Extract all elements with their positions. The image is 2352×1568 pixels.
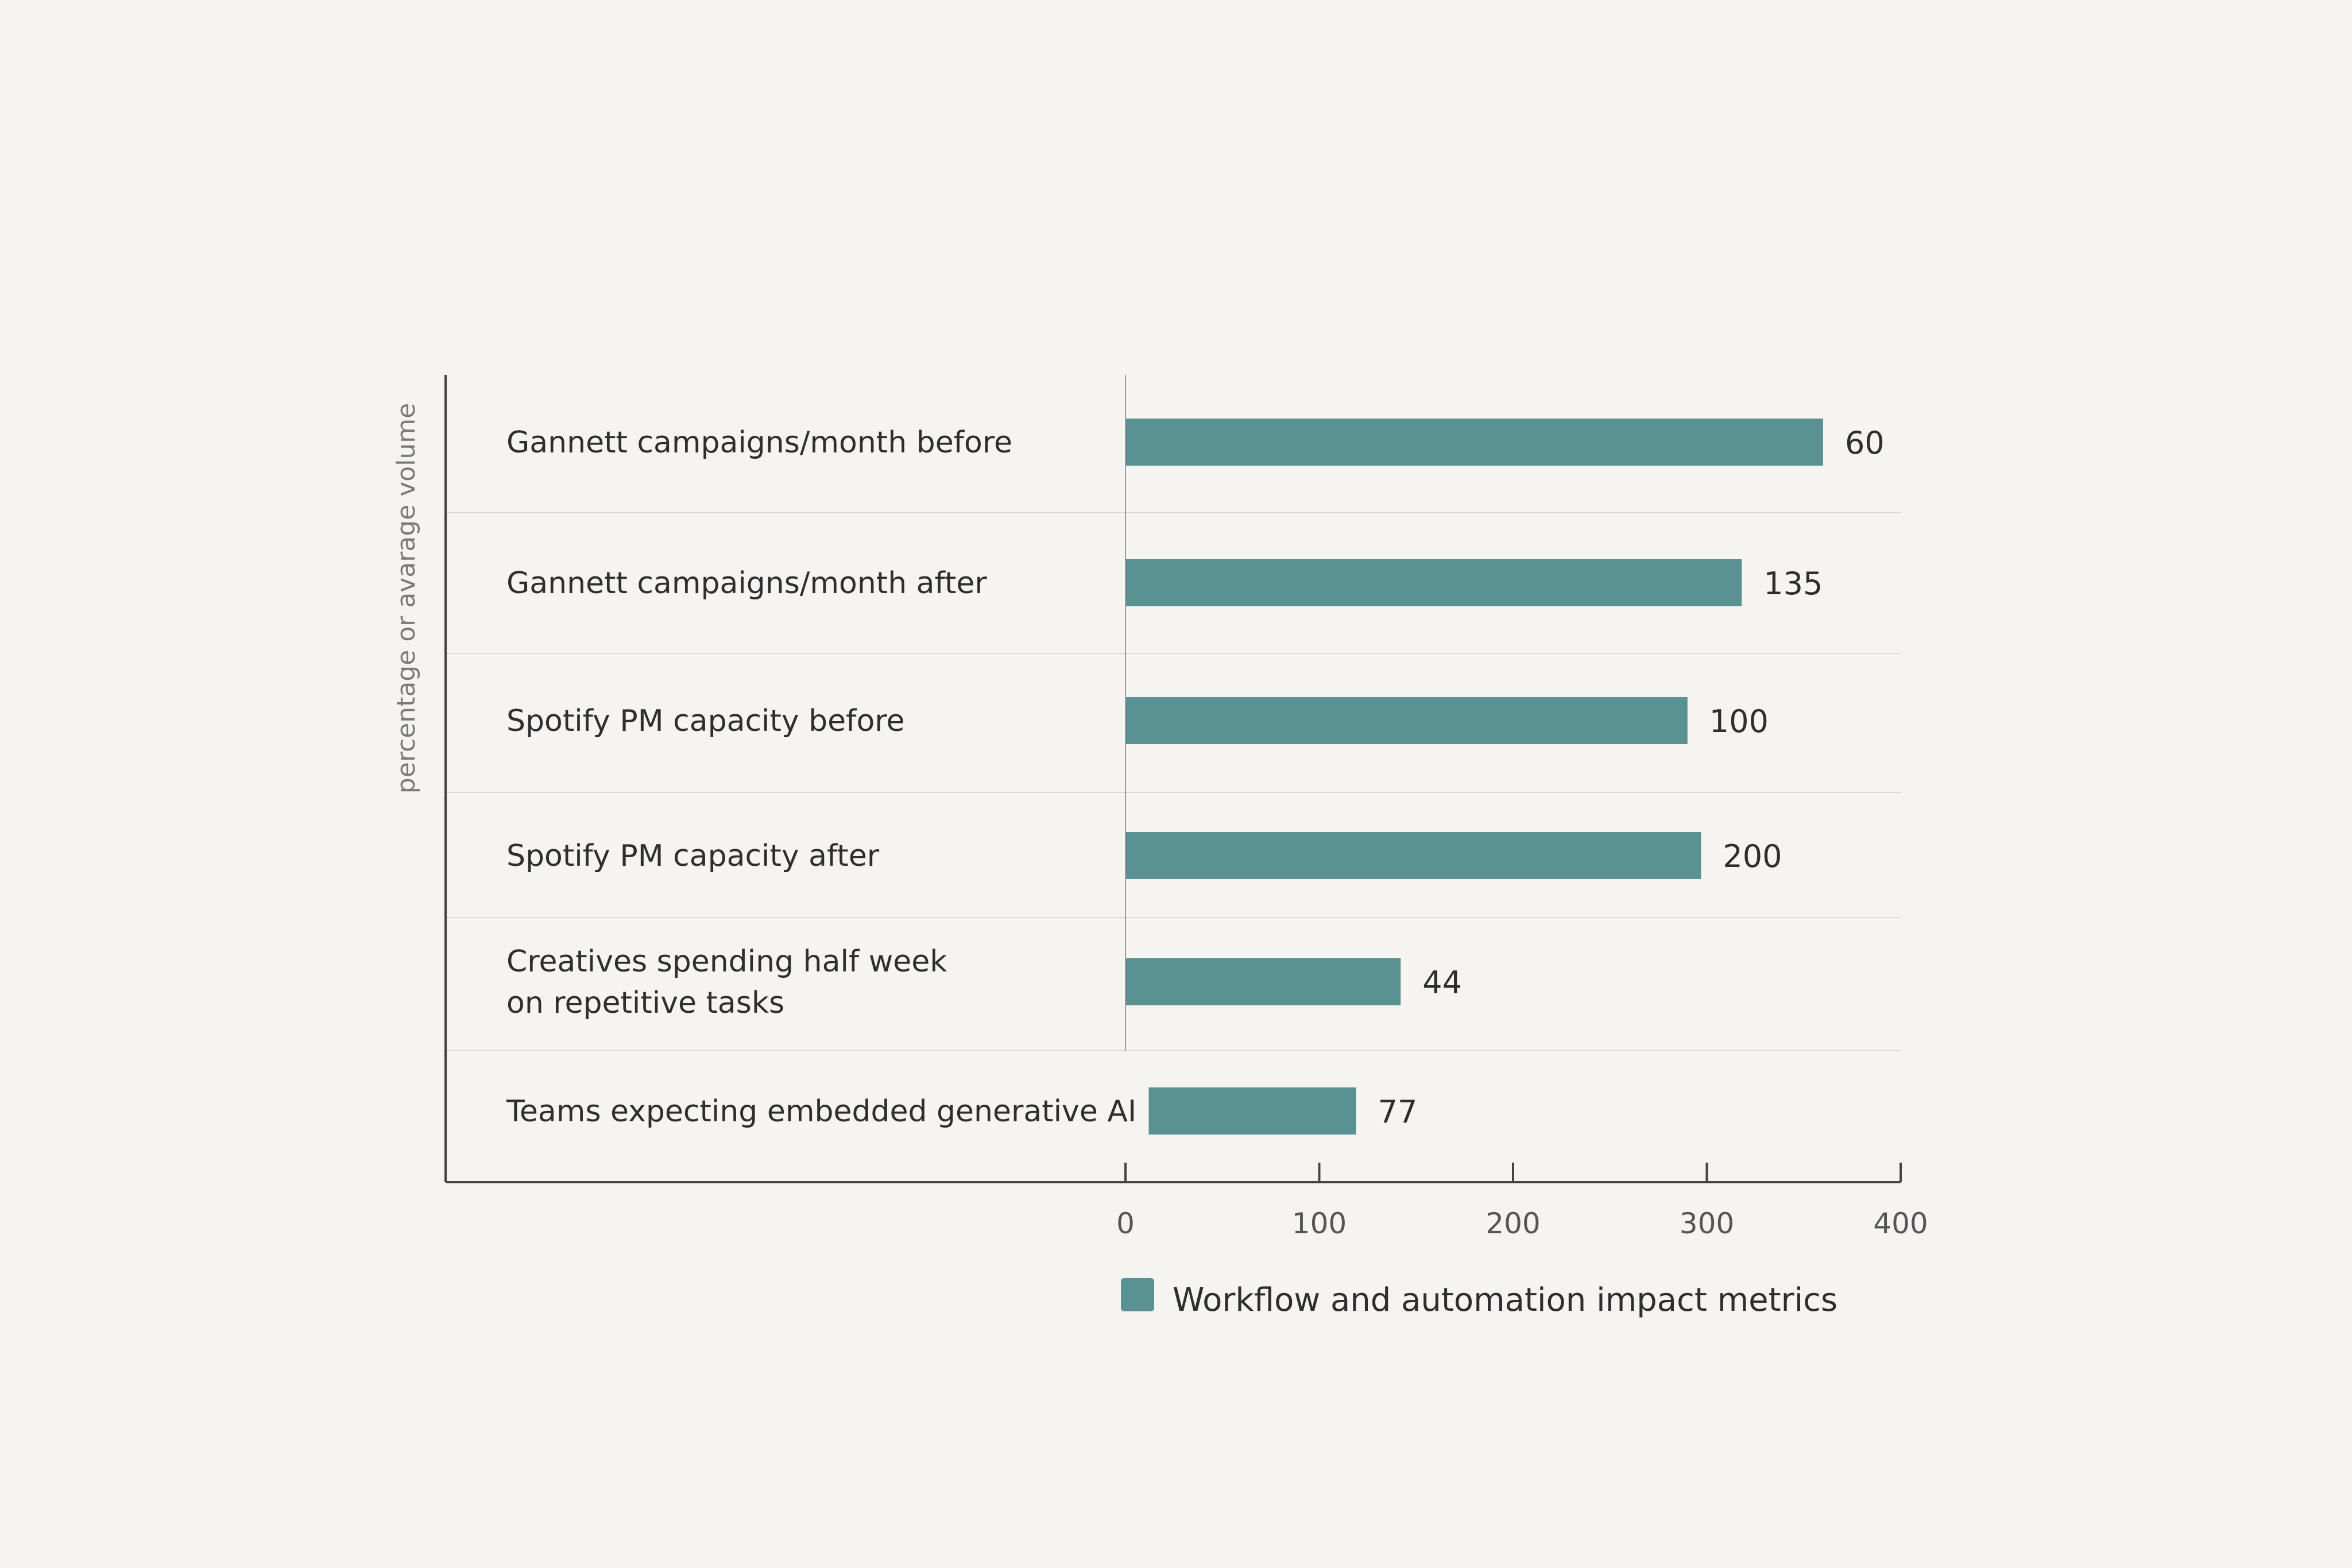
value-label: 100: [1709, 703, 1769, 740]
category-labels: Gannett campaigns/month before Gannett ca…: [506, 425, 1136, 1129]
category-label: Spotify PM capacity before: [506, 704, 905, 738]
x-tick-label: 200: [1486, 1207, 1540, 1240]
category-label: Creatives spending half week on repetitiv…: [506, 944, 947, 1020]
value-label: 135: [1763, 566, 1823, 602]
grid-lines: [446, 512, 1901, 1051]
value-label: 44: [1422, 965, 1462, 1001]
bar: [1125, 697, 1688, 744]
legend-swatch: [1121, 1278, 1154, 1311]
category-label: Teams expecting embedded generative AI: [506, 1094, 1136, 1129]
x-tick-label: 400: [1873, 1207, 1928, 1240]
bars: [1125, 419, 1823, 1135]
x-tick-label: 300: [1680, 1207, 1734, 1240]
y-axis-label: percentage or avarage volume: [392, 403, 421, 793]
bar: [1125, 419, 1823, 466]
legend: Workflow and automation impact metrics: [1121, 1278, 1838, 1319]
category-label: Gannett campaigns/month after: [506, 566, 987, 601]
value-label: 60: [1845, 425, 1885, 461]
bar: [1125, 832, 1701, 879]
bar: [1125, 559, 1742, 606]
axes: [444, 375, 1901, 1183]
value-label: 200: [1723, 838, 1782, 874]
bar: [1148, 1087, 1356, 1135]
x-ticks: 0 100 200 300 400: [1116, 1163, 1928, 1240]
value-label: 77: [1378, 1094, 1418, 1130]
x-tick-label: 100: [1292, 1207, 1347, 1240]
category-label: Spotify PM capacity after: [506, 839, 880, 873]
bar: [1125, 958, 1401, 1005]
category-label: Gannett campaigns/month before: [506, 425, 1012, 460]
x-tick-label: 0: [1116, 1207, 1135, 1240]
value-labels: 60 135 100 200 44 77: [1378, 425, 1885, 1130]
legend-label: Workflow and automation impact metrics: [1173, 1281, 1838, 1319]
